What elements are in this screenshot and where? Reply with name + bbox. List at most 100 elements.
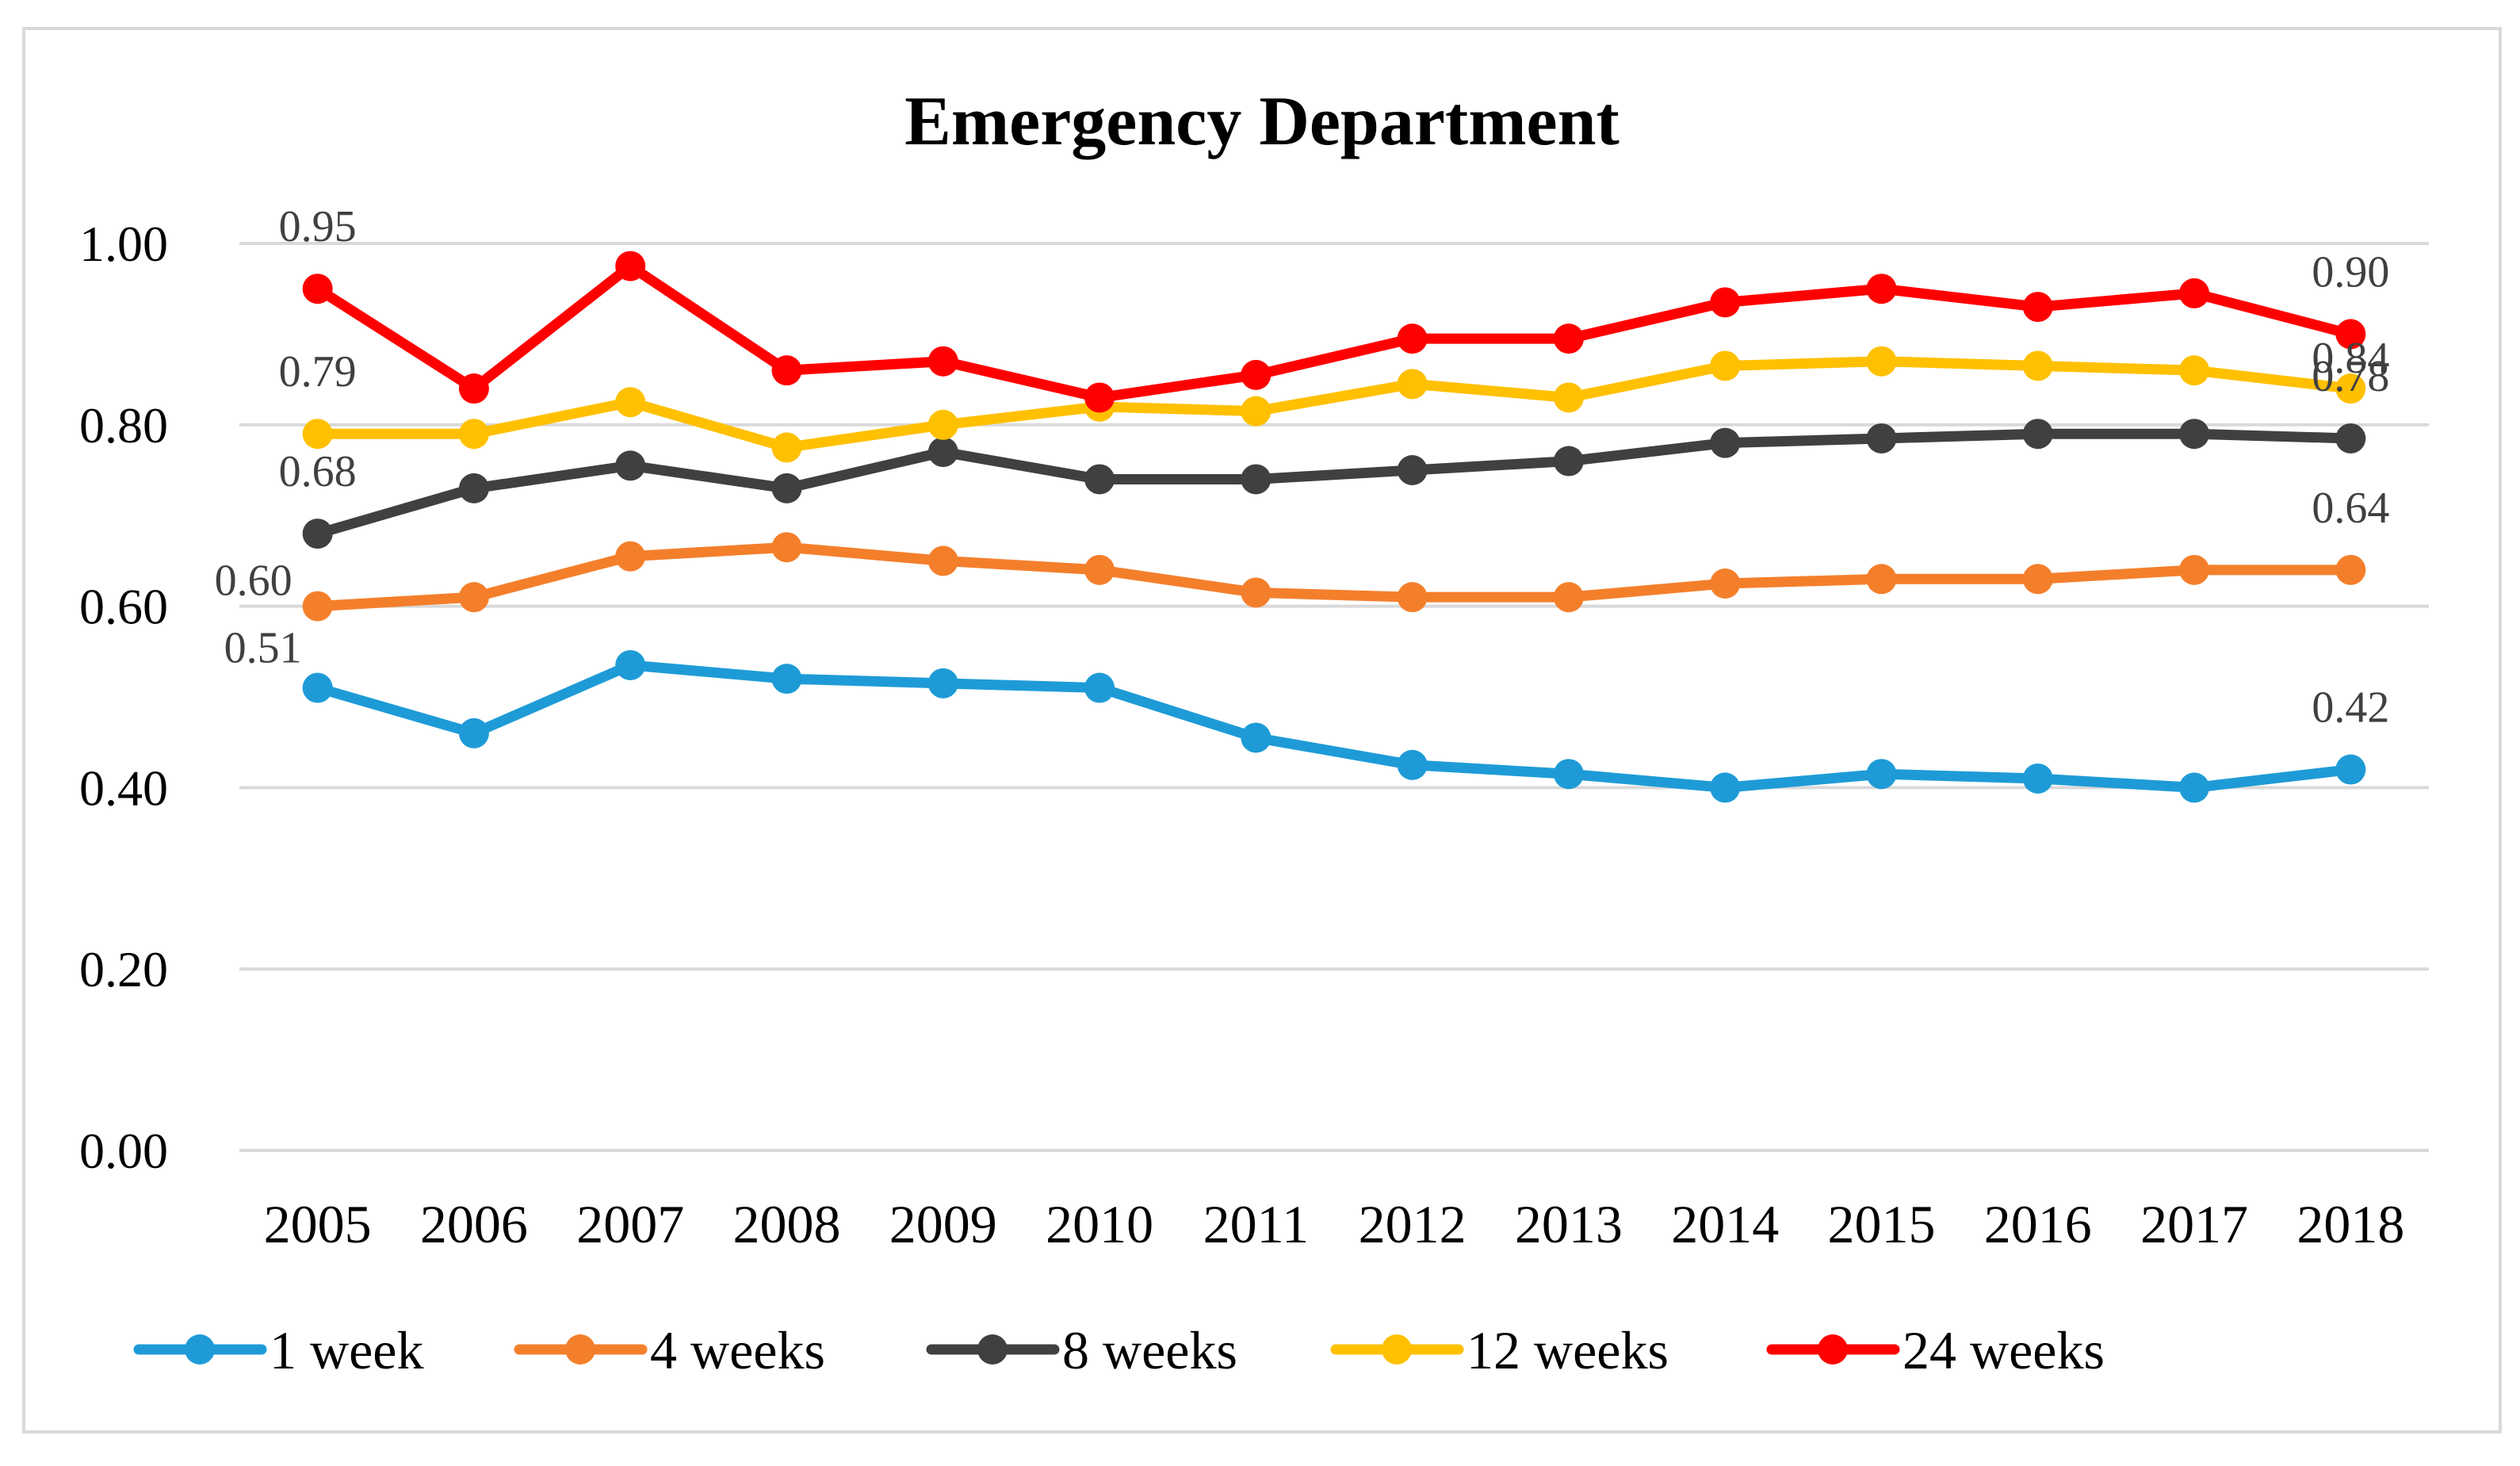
data-point	[1553, 323, 1584, 354]
gridlines	[239, 242, 2429, 1152]
series-line	[312, 428, 2356, 539]
legend-swatch-marker	[185, 1334, 215, 1365]
data-point	[2335, 423, 2366, 454]
data-point	[1397, 323, 1428, 354]
series-line	[312, 542, 2356, 612]
data-point	[1866, 423, 1897, 454]
data-point	[2179, 554, 2210, 585]
data-point	[2179, 419, 2210, 450]
series-4-weeks	[302, 532, 2366, 622]
y-tick-label: 0.20	[79, 941, 168, 997]
data-point	[2335, 754, 2366, 785]
data-point	[1241, 464, 1271, 495]
series-1-week	[302, 649, 2366, 803]
series-line	[312, 356, 2356, 453]
legend-swatch-marker	[1818, 1334, 1848, 1365]
data-point	[1553, 582, 1584, 613]
data-point	[2179, 355, 2210, 386]
data-point	[1084, 672, 1115, 703]
data-point	[1241, 359, 1271, 390]
legend-swatch-marker	[977, 1334, 1008, 1365]
data-point	[2179, 278, 2210, 308]
x-tick-label: 2011	[1203, 1194, 1309, 1254]
data-point	[2335, 373, 2366, 404]
legend-label: 8 weeks	[1062, 1320, 1237, 1380]
data-point	[927, 668, 958, 699]
y-tick-label: 0.40	[79, 760, 168, 816]
data-label: 0.79	[279, 347, 357, 396]
data-point	[1397, 369, 1428, 400]
y-tick-label: 1.00	[79, 216, 168, 272]
data-point	[1866, 564, 1897, 595]
legend-item: 4 weeks	[514, 1320, 825, 1380]
data-point	[302, 519, 333, 549]
data-point	[1866, 274, 1897, 304]
data-point	[2022, 763, 2053, 794]
data-point	[1710, 350, 1741, 381]
data-label: 0.90	[2312, 247, 2389, 297]
data-point	[771, 664, 802, 695]
data-point	[927, 545, 958, 576]
legend-item: 1 week	[133, 1320, 423, 1380]
y-axis-ticks: 0.00 0.20 0.40 0.60 0.80 1.00	[79, 216, 168, 1179]
data-point	[1084, 382, 1115, 413]
data-point	[458, 718, 489, 748]
series-24-weeks	[302, 251, 2366, 413]
data-point	[458, 582, 489, 613]
data-label: 0.78	[2312, 352, 2389, 401]
data-point	[771, 473, 802, 503]
series-lines	[302, 251, 2366, 803]
data-point	[771, 532, 802, 563]
data-point	[2022, 419, 2053, 450]
data-point	[302, 274, 333, 304]
data-point	[2335, 554, 2366, 585]
series-8-weeks	[302, 419, 2366, 549]
legend-swatch-marker	[1382, 1334, 1412, 1365]
series-line	[312, 261, 2356, 403]
x-tick-label: 2015	[1828, 1194, 1936, 1254]
x-tick-label: 2017	[2140, 1194, 2248, 1254]
data-point	[458, 419, 489, 450]
data-point	[1084, 464, 1115, 495]
data-point	[615, 541, 646, 572]
legend-item: 8 weeks	[926, 1320, 1237, 1380]
data-point	[615, 450, 646, 481]
data-point	[927, 346, 958, 377]
x-tick-label: 2010	[1046, 1194, 1153, 1254]
data-point	[1710, 772, 1741, 803]
y-tick-label: 0.80	[79, 397, 168, 454]
data-point	[302, 672, 333, 703]
legend-swatch-marker	[565, 1334, 595, 1365]
data-point	[1553, 759, 1584, 790]
x-tick-label: 2014	[1671, 1194, 1779, 1254]
data-point	[615, 251, 646, 281]
data-point	[1241, 722, 1271, 753]
legend-item: 24 weeks	[1766, 1320, 2105, 1380]
data-point	[927, 409, 958, 440]
data-point	[2335, 319, 2366, 350]
series-12-weeks	[302, 346, 2366, 463]
x-tick-label: 2007	[576, 1194, 684, 1254]
data-point	[1397, 582, 1428, 613]
data-point	[1866, 346, 1897, 377]
data-label: 0.84	[2312, 334, 2389, 383]
data-point	[615, 387, 646, 418]
data-point	[1710, 287, 1741, 318]
x-axis-ticks: 2005 2006 2007 2008 2009 2010 2011 2012 2013 2014…	[264, 1194, 2405, 1254]
x-tick-label: 2016	[1984, 1194, 2092, 1254]
data-point	[1397, 749, 1428, 780]
x-tick-label: 2018	[2296, 1194, 2404, 1254]
data-point	[771, 355, 802, 386]
data-point	[2022, 564, 2053, 595]
series-line	[312, 660, 2356, 793]
data-label: 0.51	[224, 624, 302, 673]
data-point	[2022, 292, 2053, 323]
data-labels: 0.51 0.42 0.60 0.64 0.68 0.78 0.79 0.84 0.95 0.90	[215, 202, 2390, 732]
x-tick-label: 2012	[1359, 1194, 1466, 1254]
data-point	[1710, 568, 1741, 599]
data-point	[615, 649, 646, 680]
data-point	[458, 473, 489, 503]
data-point	[1553, 382, 1584, 413]
